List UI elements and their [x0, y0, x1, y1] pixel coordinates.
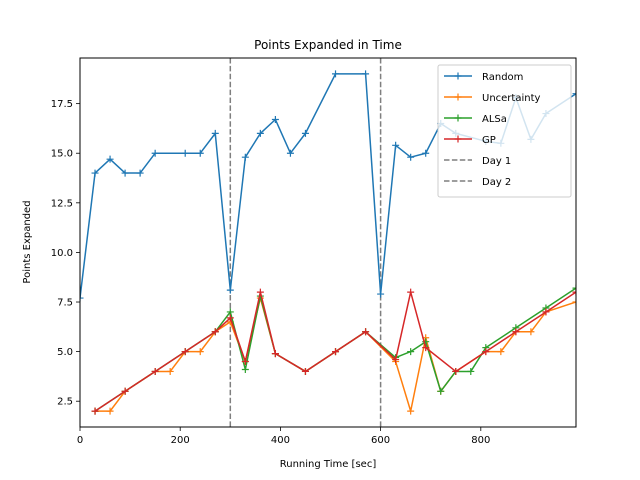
- data-point-random: [181, 149, 189, 157]
- data-point-gp: [121, 387, 129, 395]
- data-point-gp: [482, 348, 490, 356]
- data-point-gp: [422, 344, 430, 352]
- data-point-uncertainty: [166, 367, 174, 375]
- data-point-gp: [512, 328, 520, 336]
- legend: Random Uncertainty ALSa GP Day 1 Day 2: [437, 64, 572, 198]
- data-point-random: [121, 169, 129, 177]
- y-tick-label: 10.0: [51, 248, 73, 259]
- data-point-gp: [91, 407, 99, 415]
- legend-box: [437, 64, 572, 198]
- data-point-random: [392, 141, 400, 149]
- legend-label-random: Random: [482, 72, 523, 83]
- data-point-uncertainty: [106, 407, 114, 415]
- data-point-uncertainty: [196, 348, 204, 356]
- data-point-alsa: [226, 308, 234, 316]
- legend-label-day-1: Day 1: [482, 156, 511, 167]
- data-point-alsa: [407, 348, 415, 356]
- x-tick-label: 800: [471, 435, 490, 446]
- y-tick-label: 12.5: [51, 198, 73, 209]
- x-tick-label: 200: [171, 435, 190, 446]
- data-point-gp: [211, 328, 219, 336]
- series-line-gp: [94, 291, 576, 412]
- chart-title: Points Expanded in Time: [254, 38, 402, 52]
- data-point-gp: [256, 288, 264, 296]
- data-point-uncertainty: [572, 298, 576, 306]
- data-point-random: [271, 116, 279, 123]
- x-tick-label: 400: [271, 435, 290, 446]
- data-point-random: [362, 70, 370, 78]
- y-tick-label: 7.5: [57, 298, 73, 309]
- data-point-random: [241, 153, 249, 161]
- y-tick-label: 17.5: [51, 99, 73, 110]
- y-tick-label: 2.5: [57, 397, 73, 408]
- data-point-gp: [452, 367, 460, 375]
- data-point-gp: [572, 288, 576, 296]
- y-tick-label: 5.0: [57, 347, 73, 358]
- x-axis-title: Running Time [sec]: [280, 459, 377, 470]
- data-point-gp: [181, 348, 189, 356]
- plot-frame: [79, 57, 577, 428]
- data-point-gp: [271, 350, 279, 358]
- data-point-gp: [407, 288, 415, 296]
- x-tick-label: 600: [371, 435, 390, 446]
- data-point-random: [256, 129, 264, 137]
- data-point-random: [301, 129, 309, 137]
- data-point-gp: [392, 356, 400, 364]
- data-point-alsa: [241, 365, 249, 373]
- data-point-random: [80, 294, 84, 302]
- axis-ticks: 0 200 400 600 800 2.5 5.0 7.5 10.0 12.5 15.0 17.5: [51, 99, 491, 446]
- data-point-gp: [542, 308, 550, 316]
- x-tick-label: 0: [77, 435, 83, 446]
- data-point-gp: [226, 314, 234, 322]
- data-point-alsa: [437, 387, 445, 395]
- y-axis-title: Points Expanded: [22, 200, 33, 283]
- data-point-uncertainty: [497, 348, 505, 356]
- legend-label-uncertainty: Uncertainty: [482, 93, 541, 104]
- legend-marker-uncertainty: [454, 93, 462, 101]
- legend-label-day-2: Day 2: [482, 177, 511, 188]
- legend-label-alsa: ALSa: [482, 114, 507, 125]
- data-point-uncertainty: [407, 407, 415, 415]
- data-point-gp: [241, 358, 249, 366]
- data-point-random: [196, 149, 204, 157]
- legend-marker-random: [454, 72, 462, 80]
- data-point-random: [211, 129, 219, 137]
- data-point-random: [572, 90, 576, 98]
- y-tick-label: 15.0: [51, 149, 73, 160]
- data-point-random: [286, 149, 294, 157]
- data-point-random: [91, 169, 99, 177]
- data-point-uncertainty: [527, 328, 535, 336]
- data-point-random: [407, 153, 415, 161]
- legend-marker-gp: [454, 135, 462, 143]
- data-point-random: [377, 290, 385, 298]
- data-point-random: [226, 286, 234, 294]
- data-point-random: [332, 70, 340, 78]
- data-point-random: [106, 155, 114, 163]
- data-point-gp: [332, 348, 340, 356]
- data-point-alsa: [572, 284, 576, 292]
- data-point-random: [151, 149, 159, 157]
- legend-marker-alsa: [454, 114, 462, 122]
- data-point-random: [136, 169, 144, 177]
- data-point-alsa: [467, 367, 475, 375]
- legend-label-gp: GP: [482, 135, 496, 146]
- data-point-random: [422, 149, 430, 157]
- data-point-gp: [151, 367, 159, 375]
- data-point-gp: [301, 367, 309, 375]
- data-point-gp: [362, 328, 370, 336]
